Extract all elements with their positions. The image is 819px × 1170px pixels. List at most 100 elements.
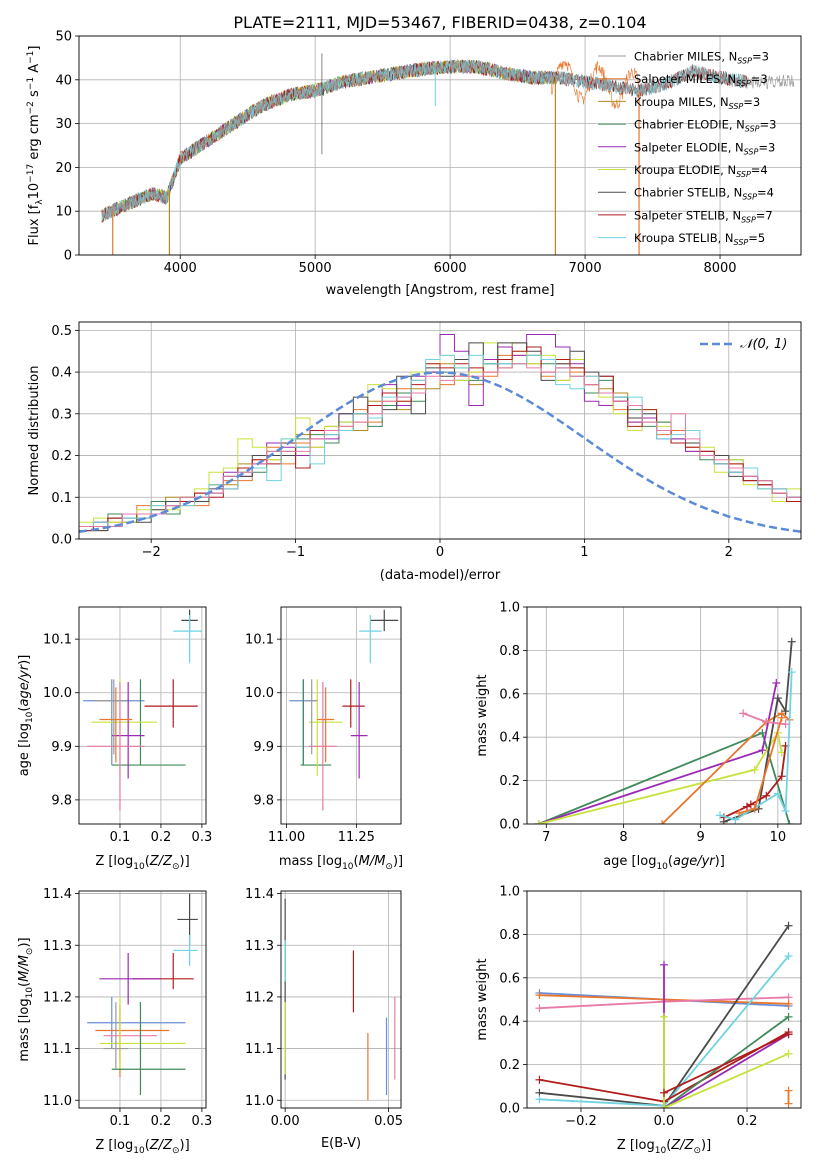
spectrum-line-chabrier-miles [101, 59, 795, 220]
x-tick-label: 2 [725, 545, 733, 560]
massweight_vs_age-ylabel: mass weight [475, 674, 490, 756]
age_vs_Z-xlabel-text: )] [180, 854, 190, 869]
spectrum-ylabel-part: −17 [26, 164, 36, 183]
x-tick-label: 0.1 [110, 830, 131, 845]
legend-entry-value: =3 [760, 118, 777, 132]
points [83, 609, 202, 811]
y-tick-label: 10.0 [43, 686, 72, 701]
y-tick-label: 0 [64, 249, 72, 264]
y-tick-label: 11.2 [43, 990, 72, 1005]
legend-entry-label: Chabrier ELODIE, N [634, 118, 745, 132]
y-tick-label: 11.1 [43, 1042, 72, 1057]
y-tick-label: 11.4 [245, 887, 274, 902]
x-tick-label: 8000 [703, 261, 736, 276]
age_vs_Z-xlabel: Z [log10(Z/Z⊙)] [95, 854, 189, 872]
age_vs_Z-xlabel-text: ( [145, 854, 150, 869]
points [289, 609, 399, 811]
y-tick-label: 10 [55, 205, 72, 220]
legend-entry: Kroupa ELODIE, NSSP=4 [634, 163, 768, 179]
weight-line [538, 730, 783, 824]
age_vs_Z-ylabel-text: )] [17, 655, 32, 665]
massweight_vs_Z-xlabel-text: ( [666, 1138, 671, 1153]
y-tick-label: 9.9 [253, 740, 274, 755]
x-tick-label: 9 [697, 830, 705, 845]
legend-entry-sub: SSP [742, 193, 757, 202]
x-tick-label: 0.3 [192, 1114, 213, 1129]
legend-entry-label: Salpeter MILES, N [634, 72, 736, 86]
x-tick-label: −2 [142, 545, 161, 560]
legend-entry-value: =4 [751, 163, 768, 177]
age_vs_mass-xlabel-sub: ⊙ [385, 862, 393, 872]
ticks: 0.1 0.2 0.3 11.0 11.1 11.2 11.3 11.4 [43, 887, 212, 1129]
legend-entry-value: =3 [751, 72, 768, 86]
points [284, 898, 396, 1101]
massweight_vs_age-xlabel-text: age [log [603, 854, 656, 869]
y-tick-label: 1.0 [499, 885, 520, 900]
legend-entry-label: Chabrier STELIB, N [634, 186, 742, 200]
massweight_vs_Z-xlabel-text: Z [log [617, 1138, 655, 1153]
y-tick-label: 11.1 [245, 1042, 274, 1057]
x-tick-label: 7 [542, 830, 550, 845]
axes-frame [280, 890, 402, 1109]
spectrum-line-salpeter-miles [101, 58, 640, 223]
ticks: 7 8 9 10 0.0 0.2 0.4 0.6 0.8 1.0 [499, 601, 786, 846]
weight-lines [535, 921, 793, 1108]
ticks: −0.2 0.0 0.2 0.0 0.2 0.4 0.6 0.8 1.0 [499, 885, 757, 1130]
y-tick-label: 11.2 [245, 990, 274, 1005]
ticks: 0.1 0.2 0.3 9.8 9.9 10.0 10.1 [43, 633, 212, 845]
mass_vs_Z-ylabel: mass [log10(M/M⊙)] [17, 937, 35, 1061]
legend-entry-sub: SSP [741, 215, 756, 224]
spectrum-ylabel-part: A [27, 64, 42, 77]
y-tick-label: 0.4 [51, 366, 72, 381]
age_vs_mass-xlabel-text: ( [354, 854, 359, 869]
spectrum-panel: 4000 5000 6000 7000 8000 0 10 20 30 40 50 wavelengt… [26, 30, 802, 298]
y-tick-label: 10.1 [43, 633, 72, 648]
residuals-ylabel: Normed distribution [27, 366, 42, 496]
age_vs_Z-xlabel-sub: 10 [133, 862, 145, 872]
y-tick-label: 1.0 [499, 601, 520, 616]
x-tick-label: −1 [286, 545, 305, 560]
mass_vs_Z-xlabel: Z [log10(Z/Z⊙)] [95, 1138, 189, 1156]
spectrum-xlabel: wavelength [Angstrom, rest frame] [326, 283, 555, 298]
y-tick-label: 0.0 [499, 818, 520, 833]
weight-line [723, 745, 787, 819]
y-tick-label: 0.4 [499, 1015, 520, 1030]
spectrum-ylabel-part: s [27, 90, 42, 101]
y-tick-label: 0.0 [499, 1102, 520, 1117]
histogram-pink [79, 363, 801, 539]
y-tick-label: 0.1 [51, 491, 72, 506]
mass_vs_Z-ylabel-sub: 10 [25, 987, 35, 999]
figure-title: PLATE=2111, MJD=53467, FIBERID=0438, z=0… [233, 13, 646, 32]
legend-entry-value: =5 [748, 231, 765, 245]
ticks: −2 −1 0 1 2 0.0 0.1 0.2 0.3 0.4 0.5 [51, 324, 733, 560]
weight-line [663, 1016, 790, 1108]
y-tick-label: 11.3 [43, 939, 72, 954]
x-tick-label: 0.3 [192, 830, 213, 845]
massweight_vs_age-xlabel: age [log10(age/yr)] [603, 854, 725, 872]
x-tick-label: 0.05 [374, 1114, 403, 1129]
mass_vs_Z-ylabel-var: M/M [17, 955, 32, 982]
age_vs_mass-xlabel-sub: 10 [342, 862, 354, 872]
legend-entry: 𝒩(0, 1) [740, 337, 787, 352]
mass_vs_Z-xlabel-text: Z [log [95, 1138, 133, 1153]
x-tick-label: 0.2 [737, 1114, 758, 1129]
legend-entry-sub: SSP [737, 57, 752, 66]
y-tick-label: 0.6 [499, 687, 520, 702]
spectrum-ylabel-part: 10 [27, 183, 42, 200]
axes-frame [78, 321, 802, 540]
age_vs_mass-xlabel-text: mass [log [279, 854, 342, 869]
x-tick-label: 6000 [434, 261, 467, 276]
x-tick-label: 10 [770, 830, 787, 845]
x-tick-label: −0.2 [565, 1114, 597, 1129]
massweight_vs_age-xlabel-text: )] [715, 854, 725, 869]
age_vs_Z-ylabel-var: age/yr [17, 663, 32, 706]
mass_vs_Z-xlabel-sub: 10 [133, 1146, 145, 1156]
spectrum-ylabel-part: Flux [f [27, 204, 42, 245]
spectrum-ylabel: Flux [fλ10−17 erg cm−2 s−1 A−1] [26, 46, 45, 246]
axes-frame [78, 890, 207, 1109]
points [87, 893, 198, 1096]
x-tick-label: 1 [580, 545, 588, 560]
y-tick-label: 11.3 [245, 939, 274, 954]
massweight_vs_age-xlabel-sub: 10 [656, 862, 668, 872]
